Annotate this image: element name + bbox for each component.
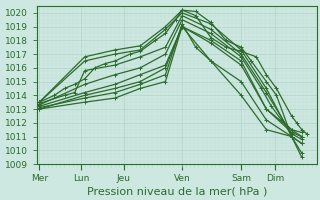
X-axis label: Pression niveau de la mer( hPa ): Pression niveau de la mer( hPa ) (87, 186, 267, 196)
